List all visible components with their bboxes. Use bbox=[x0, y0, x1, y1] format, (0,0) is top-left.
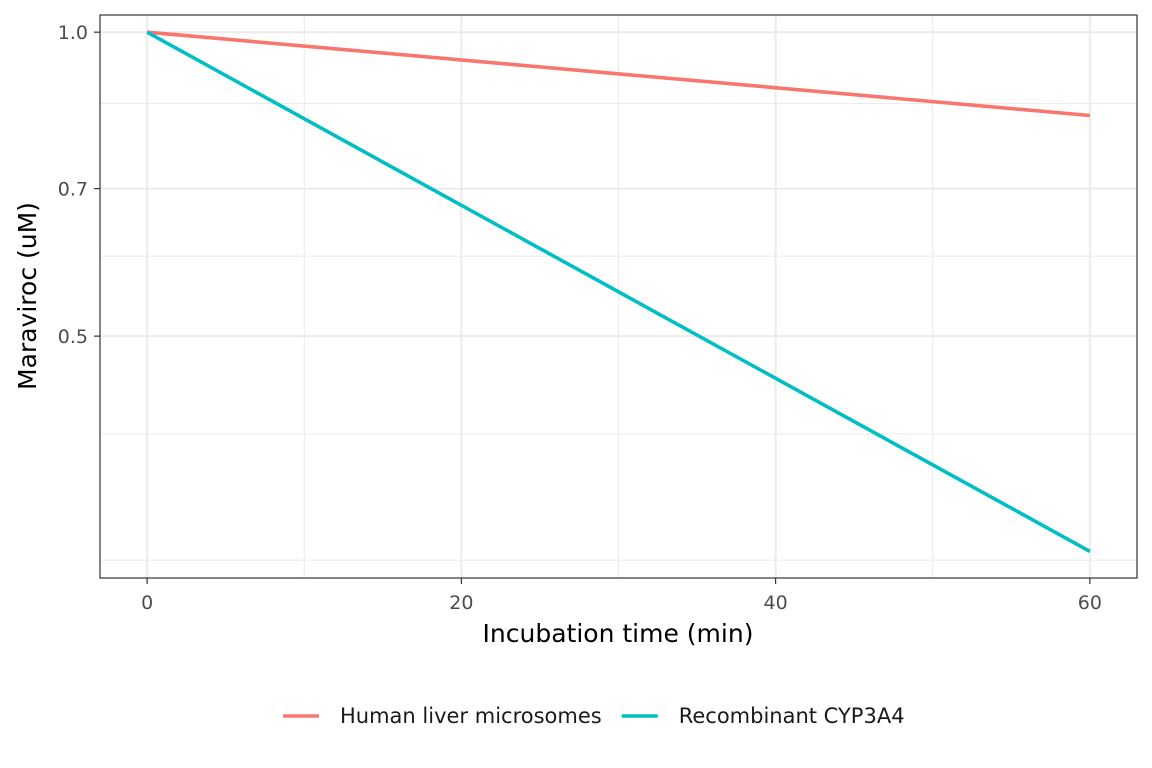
y-tick-label: 1.0 bbox=[58, 22, 88, 44]
series-lines bbox=[146, 30, 1091, 553]
major-gridlines bbox=[100, 15, 1137, 578]
y-tick-label: 0.7 bbox=[58, 179, 88, 201]
legend-label: Human liver microsomes bbox=[340, 704, 602, 728]
panel-border bbox=[99, 14, 1138, 579]
x-axis-title: Incubation time (min) bbox=[483, 619, 754, 648]
legend-label: Recombinant CYP3A4 bbox=[679, 704, 905, 728]
legend-item: Human liver microsomes bbox=[283, 704, 602, 728]
y-tick-label: 0.5 bbox=[58, 326, 88, 348]
x-tick-label: 20 bbox=[449, 592, 473, 614]
series-line bbox=[146, 30, 1091, 118]
x-tick-label: 0 bbox=[141, 592, 153, 614]
x-tick-label: 40 bbox=[764, 592, 788, 614]
legend: Human liver microsomes Recombinant CYP3A4 bbox=[283, 704, 905, 728]
y-axis-title: Maraviroc (uM) bbox=[13, 202, 42, 390]
series-line bbox=[146, 30, 1091, 553]
axis-ticks bbox=[94, 31, 1091, 584]
legend-item: Recombinant CYP3A4 bbox=[621, 704, 905, 728]
y-tick-labels: 0.5 0.7 1.0 bbox=[58, 22, 88, 348]
x-tick-labels: 0 20 40 60 bbox=[141, 592, 1102, 614]
x-tick-label: 60 bbox=[1078, 592, 1102, 614]
